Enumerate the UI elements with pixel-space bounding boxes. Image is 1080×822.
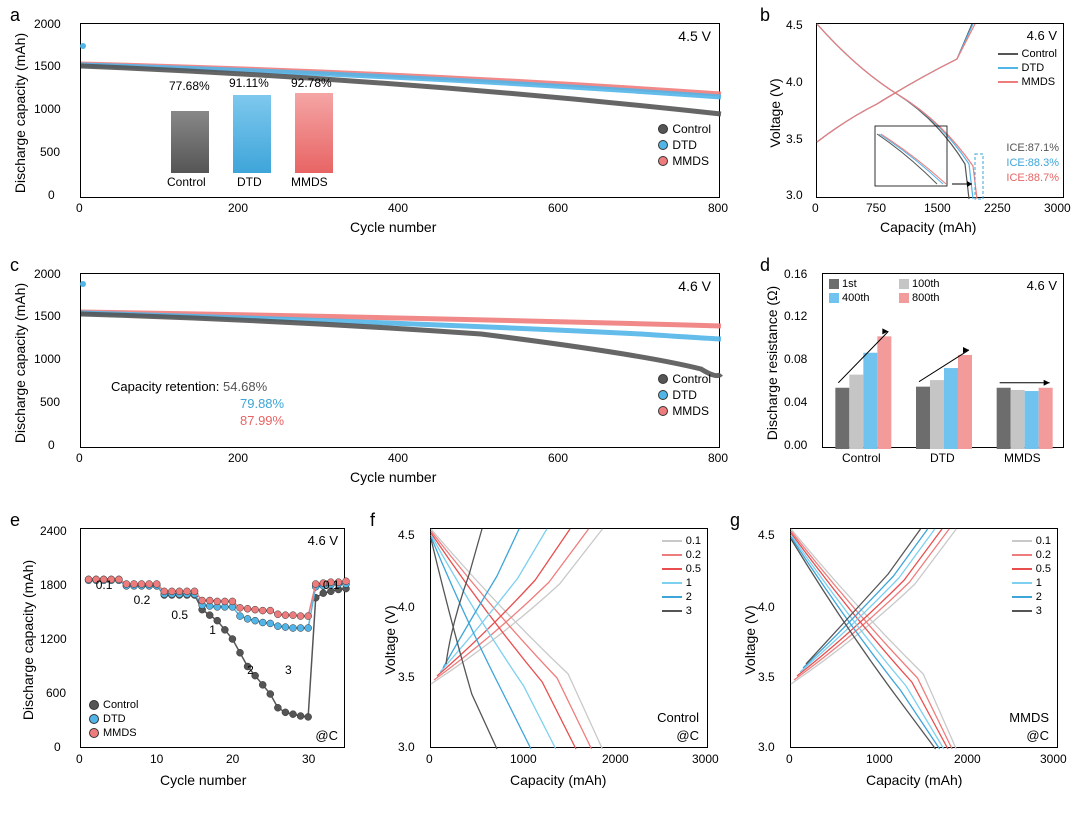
plot-f: Control @C 0.10.20.5123 [430, 528, 708, 748]
label-f: Control [657, 710, 699, 725]
ylabel-f: Voltage (V) [382, 595, 398, 685]
svg-text:2: 2 [247, 663, 254, 677]
svg-text:0.1: 0.1 [323, 578, 340, 592]
panel-tag-f: f [370, 510, 375, 531]
xlabel-e: Cycle number [160, 772, 246, 788]
svg-text:0.1: 0.1 [96, 578, 113, 592]
ylabel-b: Voltage (V) [767, 68, 783, 158]
voltage-c: 4.6 V [678, 278, 711, 294]
svg-text:1: 1 [209, 623, 216, 637]
xlabel-a: Cycle number [350, 219, 436, 235]
xlabel-c: Cycle number [350, 469, 436, 485]
panel-d: d 4.6 V 1st 100th 400th 800th 0.00 0.04 … [760, 255, 1070, 495]
xlabel-f: Capacity (mAh) [510, 772, 606, 788]
voltage-e: 4.6 V [308, 533, 338, 548]
ylabel-d: Discharge resistance (Ω) [764, 283, 780, 443]
ylabel-a: Discharge capacity (mAh) [12, 23, 28, 203]
atc-g: @C [1026, 728, 1049, 743]
legend-a: Control DTD MMDS [658, 122, 711, 170]
panel-tag-d: d [760, 255, 770, 276]
plot-e: 0.1 0.2 0.5 1 2 3 0.1 4.6 V @C Control DTD MMD… [80, 528, 345, 748]
svg-text:0.2: 0.2 [134, 593, 151, 607]
plot-b: 4.6 V Control DTD MMDS ICE:87.1% ICE:88.… [816, 23, 1064, 198]
panel-g: g MMDS @C 0.10.20.5123 3.0 3.5 4.0 4.5 0… [730, 510, 1070, 810]
voltage-a: 4.5 V [678, 28, 711, 44]
voltage-b: 4.6 V [1027, 28, 1057, 43]
panel-tag-g: g [730, 510, 740, 531]
plot-d: 4.6 V 1st 100th 400th 800th [822, 273, 1064, 448]
panel-tag-b: b [760, 5, 770, 26]
legend-d: 1st 100th 400th 800th [829, 278, 979, 306]
panel-e: e 0.1 0.2 0.5 1 2 3 0.1 4.6 V @C Control DTD M… [10, 510, 360, 810]
plot-c: 4.6 V Capacity retention: 54.68% 79.88% … [80, 273, 720, 448]
atc-e: @C [315, 728, 338, 743]
svg-text:0.5: 0.5 [171, 608, 188, 622]
ylabel-c: Discharge capacity (mAh) [12, 273, 28, 453]
xlabel-g: Capacity (mAh) [866, 772, 962, 788]
svg-text:3: 3 [285, 663, 292, 677]
panel-a: a 77.68% 91.11% 92.78% Control DTD MMDS … [10, 5, 750, 245]
legend-c: Control DTD MMDS [658, 372, 711, 420]
xlabel-b: Capacity (mAh) [880, 219, 976, 235]
panel-f: f Control @C 0.10.20.5123 3.0 3.5 4.0 4.… [370, 510, 720, 810]
plot-a: 77.68% 91.11% 92.78% Control DTD MMDS 4.… [80, 23, 720, 198]
panel-tag-e: e [10, 510, 20, 531]
legend-g: 0.10.20.5123 [1012, 535, 1051, 619]
ylabel-e: Discharge capacity (mAh) [20, 550, 36, 730]
chart-c-svg [81, 274, 721, 449]
voltage-d: 4.6 V [1027, 278, 1057, 293]
plot-g: MMDS @C 0.10.20.5123 [790, 528, 1058, 748]
ylabel-g: Voltage (V) [742, 595, 758, 685]
panel-b: b 4.6 V Control DTD MMDS [760, 5, 1070, 245]
label-g: MMDS [1009, 710, 1049, 725]
panel-c: c 4.6 V Capacity retention: 54.68% 79.88… [10, 255, 750, 495]
atc-f: @C [676, 728, 699, 743]
legend-b: Control DTD MMDS [998, 48, 1057, 90]
legend-e: Control DTD MMDS [89, 699, 138, 741]
legend-f: 0.10.20.5123 [662, 535, 701, 619]
